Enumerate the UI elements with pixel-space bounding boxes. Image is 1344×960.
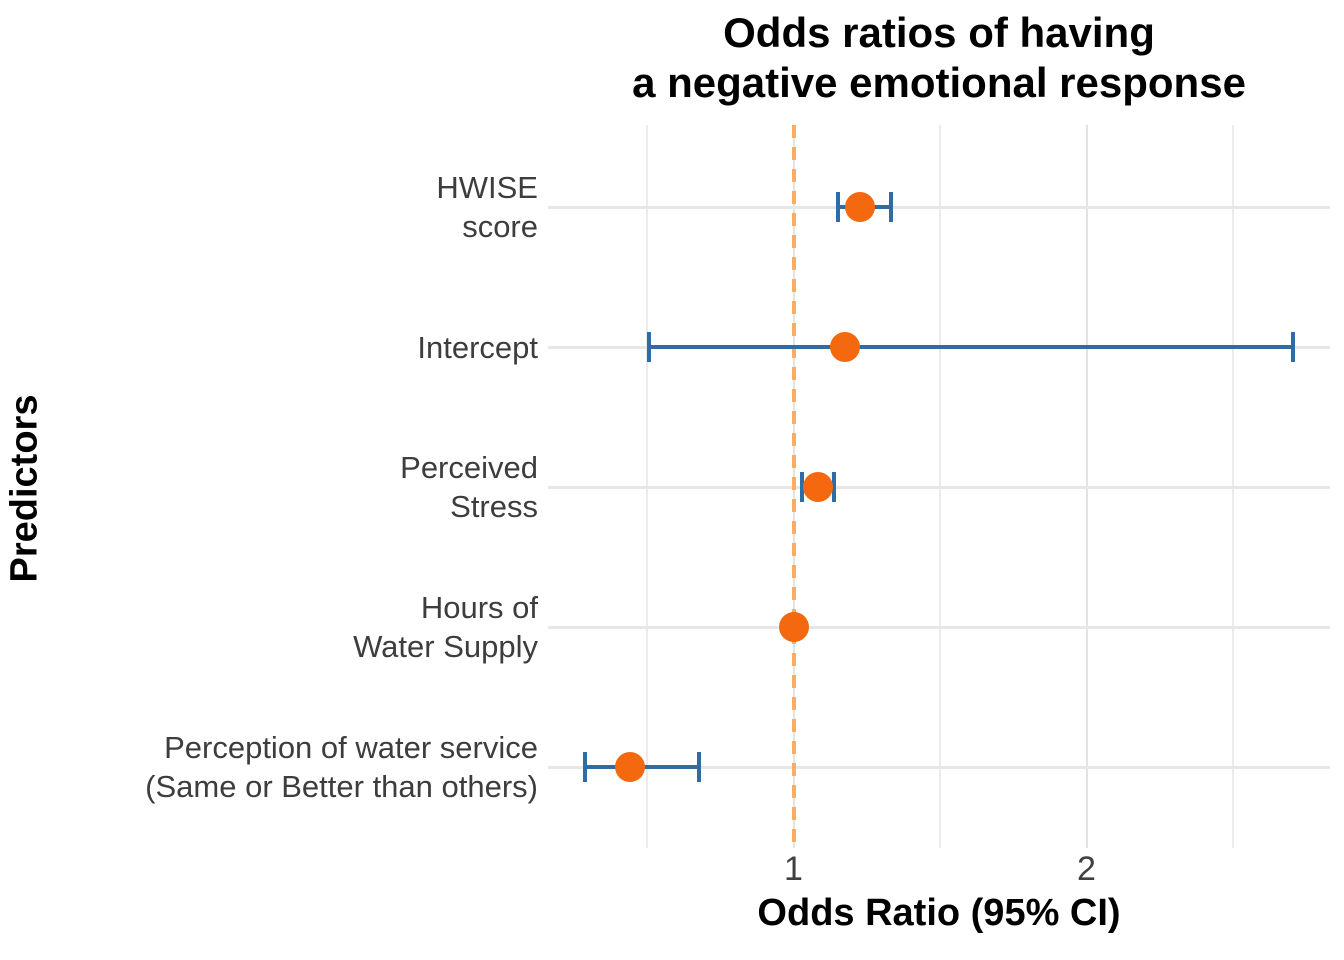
- chart-title-line-1: Odds ratios of having: [723, 9, 1155, 56]
- y-axis-category-label-line: Intercept: [417, 329, 538, 365]
- y-axis-category-label-line: (Same or Better than others): [145, 769, 538, 804]
- y-axis-category-label-line: Water Supply: [353, 629, 538, 664]
- row-gridline: [548, 625, 1330, 629]
- chart-title: Odds ratios of having a negative emotion…: [548, 8, 1330, 108]
- chart-title-line-2: a negative emotional response: [632, 59, 1246, 106]
- row-gridline: [548, 765, 1330, 769]
- y-axis-category-label-line: Perceived: [400, 450, 538, 485]
- point-marker: [830, 332, 861, 362]
- ci-cap-high: [1291, 332, 1296, 362]
- row-gridline: [548, 205, 1330, 209]
- x-tick-label: 1: [784, 850, 803, 888]
- point-marker: [778, 612, 809, 642]
- y-axis-category-label-line: Stress: [450, 489, 538, 524]
- y-axis-category-label: Hours of Water Supply: [10, 588, 538, 666]
- x-tick-label: 2: [1077, 850, 1096, 888]
- y-axis-category-label: Perceived Stress: [10, 448, 538, 526]
- y-axis-category-label-line: Hours of: [420, 590, 538, 625]
- y-axis-category-label-line: HWISE: [436, 170, 538, 205]
- ci-cap-low: [799, 472, 804, 502]
- ci-cap-high: [831, 472, 836, 502]
- point-marker: [844, 192, 875, 222]
- y-axis-category-label: Intercept: [10, 328, 538, 367]
- x-axis-title: Odds Ratio (95% CI): [757, 892, 1121, 934]
- y-axis-category-label-line: score: [462, 209, 538, 244]
- ci-cap-high: [697, 752, 702, 782]
- y-axis-category-label: HWISE score: [10, 168, 538, 246]
- ci-cap-low: [835, 192, 840, 222]
- y-axis-category-label-line: Perception of water service: [164, 730, 538, 765]
- ci-whisker: [648, 345, 1294, 349]
- row-gridline: [548, 485, 1330, 489]
- point-marker: [803, 472, 834, 502]
- ci-cap-low: [646, 332, 651, 362]
- ci-cap-low: [582, 752, 587, 782]
- ci-cap-high: [889, 192, 894, 222]
- point-marker: [615, 752, 646, 782]
- reference-line: [791, 125, 796, 848]
- y-axis-category-label: Perception of water service (Same or Bett…: [10, 728, 538, 806]
